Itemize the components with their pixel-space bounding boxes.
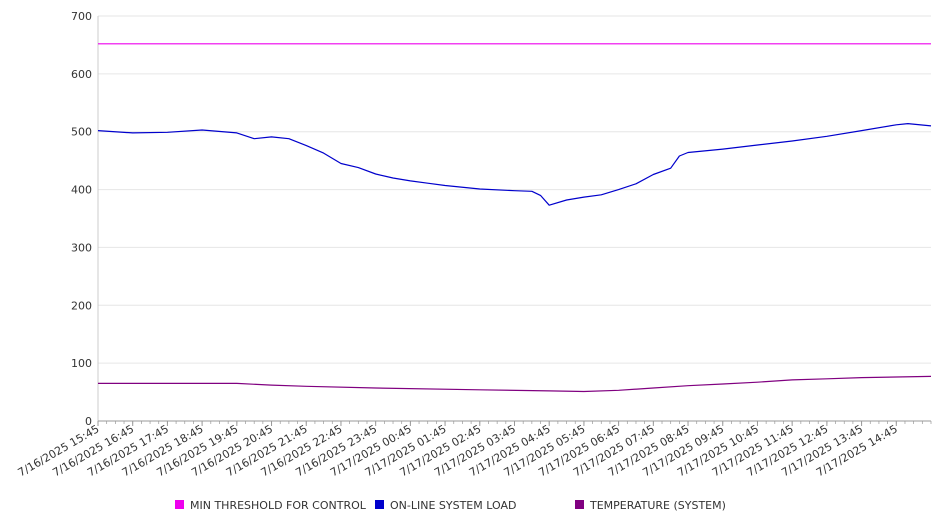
legend-label: MIN THRESHOLD FOR CONTROL: [190, 499, 367, 512]
legend-swatch: [375, 500, 384, 509]
y-tick-label: 0: [85, 415, 92, 428]
y-tick-label: 300: [71, 241, 92, 254]
series-layer: [97, 43, 932, 393]
y-tick-label: 100: [71, 357, 92, 370]
grid: [98, 15, 931, 364]
y-tick-label: 400: [71, 184, 92, 197]
legend-swatch: [575, 500, 584, 509]
y-tick-label: 600: [71, 68, 92, 81]
y-tick-label: 200: [71, 299, 92, 312]
legend-label: ON-LINE SYSTEM LOAD: [390, 499, 516, 512]
series-line-temperature-system: [98, 375, 932, 393]
legend-label: TEMPERATURE (SYSTEM): [589, 499, 726, 512]
y-tick-label: 700: [71, 10, 92, 23]
legend: MIN THRESHOLD FOR CONTROL ON-LINE SYSTEM …: [175, 499, 726, 512]
series-line-on-line-system-load: [97, 122, 932, 206]
y-tick-label: 500: [71, 126, 92, 139]
legend-swatch: [175, 500, 184, 509]
